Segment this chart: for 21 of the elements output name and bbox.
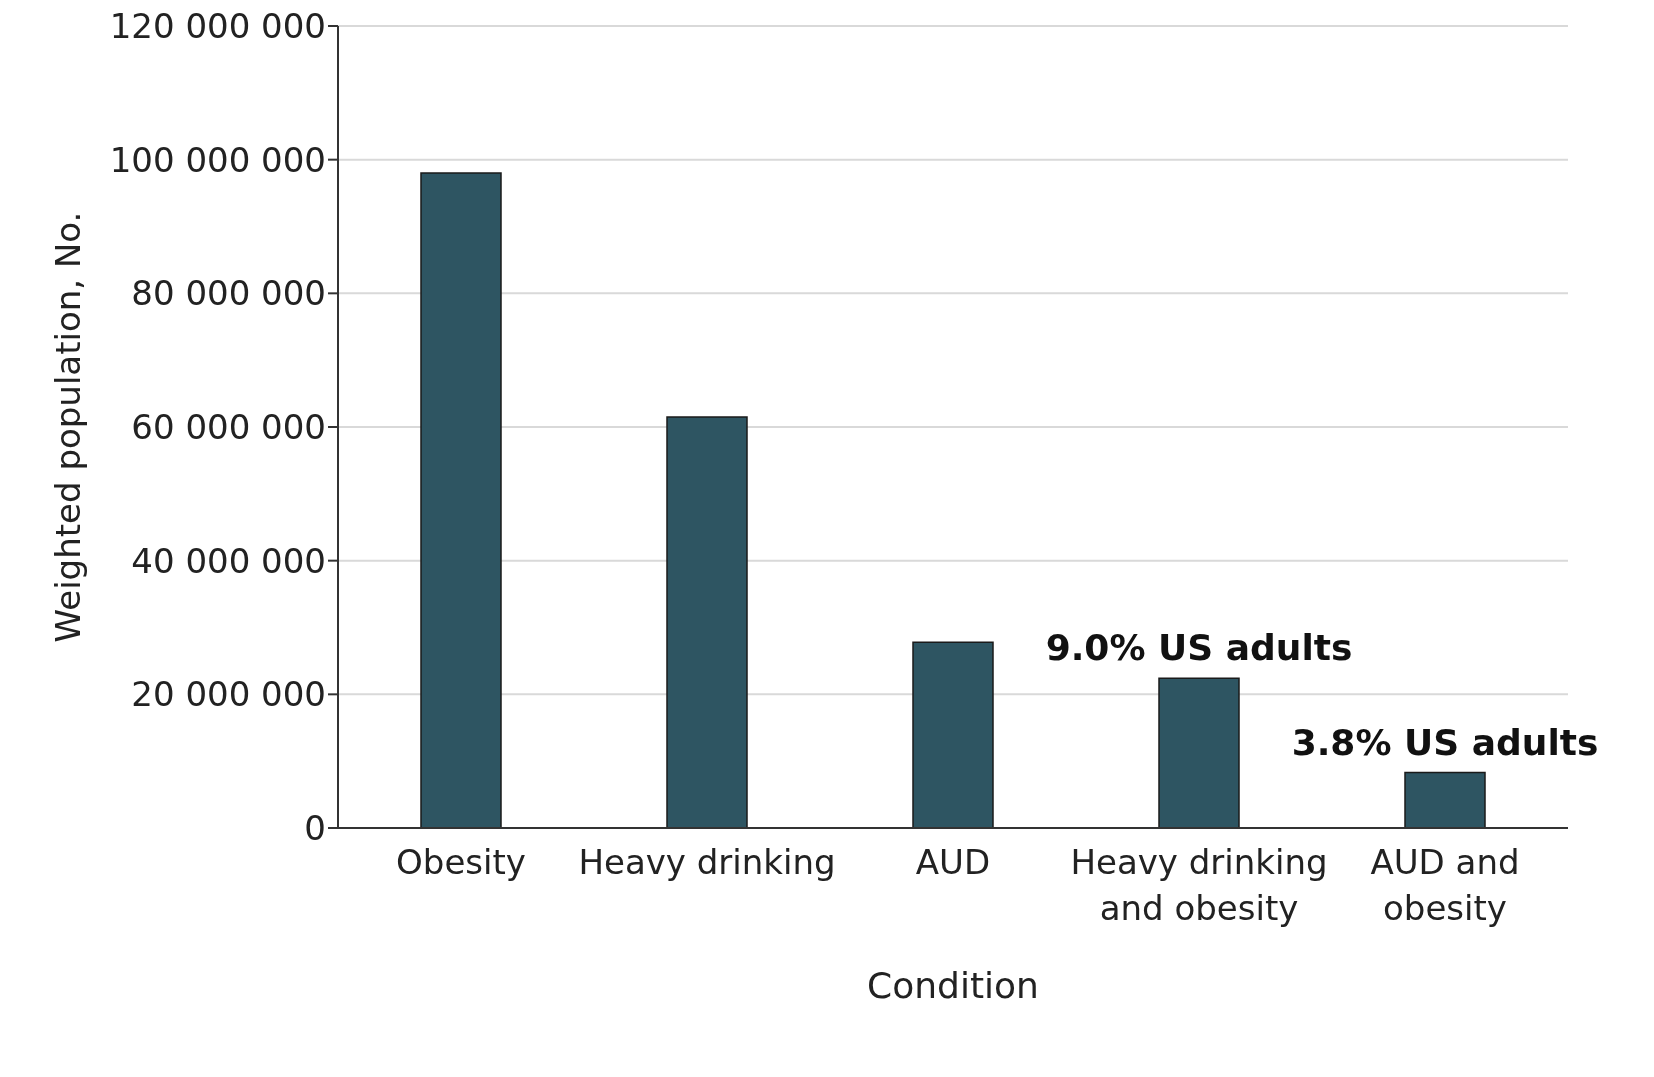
y-axis-title: Weighted population, No. (48, 211, 89, 643)
bar (666, 416, 748, 828)
bar (1158, 677, 1240, 828)
y-tick-label: 80 000 000 (131, 273, 326, 314)
y-tick-label: 40 000 000 (131, 540, 326, 581)
x-tick-label: Obesity (396, 842, 526, 882)
y-tick-label: 60 000 000 (131, 407, 326, 448)
x-tick-label: AUD (915, 842, 991, 882)
y-tick-label: 0 (304, 808, 326, 849)
x-tick-label: Heavy drinking and obesity (1070, 842, 1328, 928)
x-tick-label: AUD and obesity (1370, 842, 1520, 928)
y-tick-label: 100 000 000 (109, 139, 326, 180)
bar (912, 641, 994, 828)
annotation: 3.8% US adults (1291, 721, 1599, 763)
x-axis-title: Condition (867, 965, 1039, 1006)
x-tick-label: Heavy drinking (578, 842, 836, 882)
bar (420, 172, 502, 828)
annotation: 9.0% US adults (1045, 627, 1353, 669)
bar (1404, 771, 1486, 828)
y-tick-label: 20 000 000 (131, 674, 326, 715)
y-tick-label: 120 000 000 (109, 6, 326, 47)
